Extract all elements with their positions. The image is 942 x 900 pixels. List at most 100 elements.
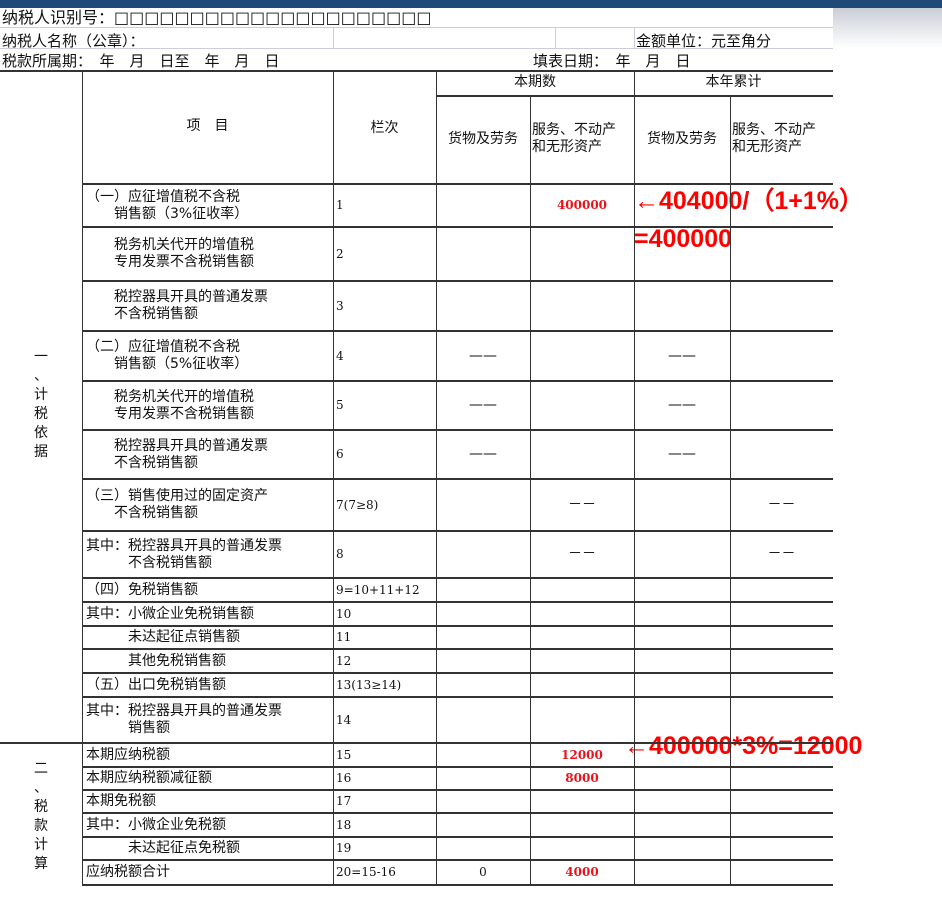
row-value-cell	[730, 674, 833, 696]
row-value-cell	[436, 744, 530, 766]
row-value-cell	[436, 674, 530, 696]
row-item-label: 税控器具开具的普通发票 不含税销售额	[113, 437, 268, 471]
annotation-formula-3: ←400000*3%=12000	[624, 732, 863, 760]
row-value-cell	[436, 838, 530, 859]
row-line-number: 1	[336, 198, 344, 212]
row-value-cell	[436, 814, 530, 836]
row-value-cell: ——	[668, 446, 696, 462]
group-header-year: 本年累计	[705, 74, 762, 90]
section-2-label: 二 、 税 款 计 算	[34, 761, 48, 872]
row-value-cell	[530, 791, 634, 812]
row-value-cell	[530, 627, 634, 648]
row-value-cell	[730, 332, 833, 380]
row-value-cell	[730, 579, 833, 601]
row-value-cell	[634, 532, 730, 577]
fill-date-label: 填表日期： 年 月 日	[533, 52, 691, 70]
row-value-cell	[436, 579, 530, 601]
column-divider	[634, 70, 635, 884]
row-value-cell	[530, 838, 634, 859]
row-item-label: 未达起征点免税额	[86, 840, 240, 856]
row-line-number: 19	[336, 841, 352, 855]
row-item-label: 本期应纳税额	[86, 746, 170, 763]
row-value-cell: ——	[668, 397, 696, 413]
row-value-cell: 400000	[556, 198, 608, 212]
row-divider	[82, 380, 833, 382]
row-value-cell	[436, 185, 530, 226]
row-line-number: 10	[336, 606, 352, 621]
row-item-label: 税控器具开具的普通发票 不含税销售额	[113, 289, 268, 322]
row-value-cell	[436, 603, 530, 625]
row-value-cell: 8000	[565, 771, 599, 785]
row-item-label: （四）免税销售额	[86, 581, 198, 598]
row-line-number: 12	[336, 653, 352, 668]
column-header-item: 项 目	[186, 118, 229, 134]
row-value-cell	[634, 650, 730, 672]
row-item-label: 本期应纳税额减征额	[86, 770, 212, 786]
row-item-label: （二）应征增值税不含税 销售额（5%征收率）	[86, 339, 249, 372]
row-value-cell: －－	[767, 546, 796, 562]
row-value-cell	[530, 650, 634, 672]
row-value-cell	[530, 698, 634, 742]
column-divider	[333, 70, 334, 884]
row-value-cell	[530, 579, 634, 601]
row-item-label: （五）出口免税销售额	[86, 676, 226, 693]
row-value-cell	[530, 814, 634, 836]
subheader-services-year: 服务、不动产 和无形资产	[732, 122, 816, 155]
row-line-number: 20=15-16	[336, 865, 396, 879]
taxpayer-id-label: 纳税人识别号：□□□□□□□□□□□□□□□□□□□□□	[2, 8, 432, 27]
row-line-number: 16	[336, 771, 352, 785]
row-divider	[82, 530, 833, 532]
subheader-goods-year: 货物及劳务	[647, 130, 717, 147]
row-value-cell	[634, 627, 730, 648]
row-divider	[82, 429, 833, 431]
row-value-cell	[730, 603, 833, 625]
row-value-cell	[436, 791, 530, 812]
row-value-cell	[634, 814, 730, 836]
row-item-label: 税务机关代开的增值税 专用发票不含税销售额	[113, 237, 254, 270]
row-value-cell: ——	[469, 397, 497, 413]
row-line-number: 2	[336, 246, 344, 261]
row-divider	[82, 648, 833, 650]
row-value-cell: ——	[469, 446, 497, 462]
row-value-cell	[436, 768, 530, 789]
row-divider	[82, 836, 833, 838]
row-item-label: 其中：小微企业免税销售额	[86, 605, 254, 622]
column-divider	[82, 70, 83, 884]
column-header-line: 栏次	[370, 120, 399, 136]
row-value-cell	[436, 627, 530, 648]
row-item-label: （一）应征增值税不含税 销售额（3%征收率）	[86, 188, 249, 222]
row-value-cell	[730, 185, 833, 226]
row-value-cell	[530, 603, 634, 625]
row-value-cell	[436, 698, 530, 742]
row-divider	[82, 577, 833, 579]
row-item-label: 其中：小微企业免税额	[86, 816, 226, 833]
row-value-cell	[436, 650, 530, 672]
row-value-cell: 0	[479, 865, 487, 879]
row-divider	[82, 672, 833, 674]
row-item-label: （三）销售使用过的固定资产 不含税销售额	[86, 488, 268, 521]
row-divider	[0, 27, 833, 28]
row-value-cell	[730, 791, 833, 812]
taxpayer-name-label: 纳税人名称（公章）：	[2, 32, 145, 50]
column-divider	[730, 95, 731, 884]
row-value-cell	[730, 431, 833, 478]
row-value-cell	[730, 768, 833, 789]
row-value-cell: 4000	[565, 865, 599, 879]
row-item-label: 未达起征点销售额	[86, 629, 240, 645]
row-divider	[82, 696, 833, 698]
row-line-number: 7(7≥8)	[336, 497, 379, 512]
row-divider	[82, 766, 833, 768]
row-divider	[82, 330, 833, 332]
row-line-number: 3	[336, 298, 344, 313]
row-line-number: 6	[336, 447, 344, 461]
row-value-cell	[634, 768, 730, 789]
row-divider	[82, 859, 833, 861]
section-1-label: 一 、 计 税 依 据	[34, 349, 48, 460]
row-value-cell	[530, 332, 634, 380]
row-divider	[82, 625, 833, 627]
row-divider	[82, 226, 833, 228]
background-fade	[833, 8, 942, 48]
row-value-cell	[730, 814, 833, 836]
row-divider	[82, 789, 833, 791]
row-value-cell	[530, 431, 634, 478]
